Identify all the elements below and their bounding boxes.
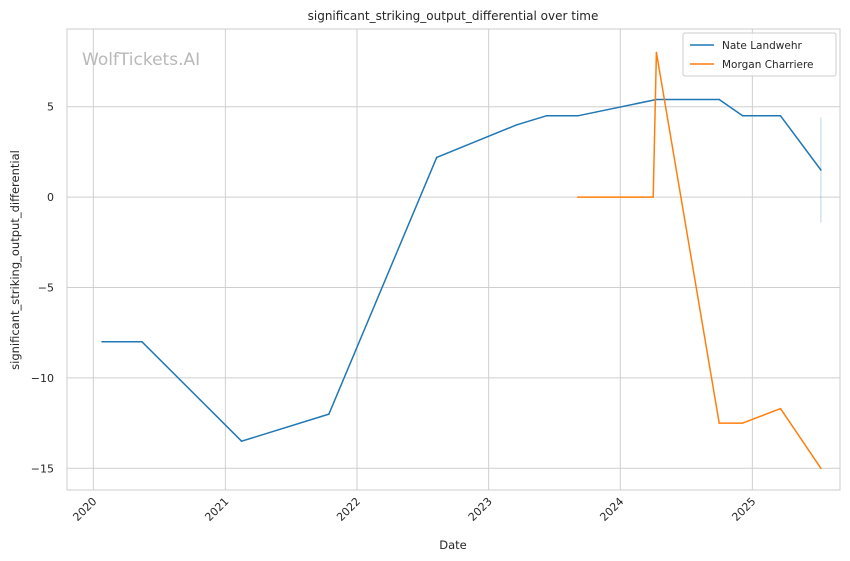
y-axis-ticks: 5 0 −5 −10 −15 <box>31 101 54 476</box>
data-point-morgan-charriere-2 <box>655 51 658 54</box>
x-tick-label-2021: 2021 <box>202 495 231 524</box>
data-point-nate-landwehr-10 <box>741 114 744 117</box>
x-tick-label-2024: 2024 <box>597 495 626 524</box>
y-tick-label-2: −5 <box>38 282 54 295</box>
x-tick-label-2022: 2022 <box>334 495 363 524</box>
chart-title: significant_striking_output_differential… <box>308 9 599 23</box>
data-point-nate-landwehr-3 <box>328 413 330 415</box>
x-axis-label: Date <box>439 538 467 552</box>
data-point-nate-landwehr-11 <box>779 114 782 117</box>
data-point-nate-landwehr-6 <box>545 114 548 117</box>
y-tick-label-3: −10 <box>31 372 54 385</box>
x-tick-label-2025: 2025 <box>729 495 758 524</box>
y-tick-label-1: 0 <box>47 191 54 204</box>
series-lines <box>101 51 822 470</box>
data-point-nate-landwehr-9 <box>718 98 720 101</box>
y-tick-label-0: 5 <box>47 101 54 114</box>
data-point-nate-landwehr-5 <box>516 124 518 126</box>
data-point-nate-landwehr-12 <box>820 169 822 171</box>
data-point-morgan-charriere-5 <box>779 407 782 410</box>
plot-frame <box>66 28 841 491</box>
legend-box <box>682 32 837 77</box>
x-tick-label-2020: 2020 <box>70 495 99 524</box>
data-point-morgan-charriere-0 <box>576 196 579 198</box>
data-point-nate-landwehr-4 <box>435 156 438 159</box>
y-tick-label-4: −15 <box>31 462 54 475</box>
data-point-morgan-charriere-4 <box>741 422 744 424</box>
data-point-morgan-charriere-6 <box>820 467 822 470</box>
data-point-nate-landwehr-2 <box>240 440 243 442</box>
watermark-text: WolfTickets.AI <box>82 50 200 70</box>
legend-label-nate-landwehr: Nate Landwehr <box>722 40 803 52</box>
series-line-morgan-charriere <box>577 51 822 469</box>
data-point-nate-landwehr-0 <box>101 340 103 343</box>
x-axis-ticks: 2020 2021 2022 2023 2024 2025 <box>70 495 758 524</box>
legend-label-morgan-charriere: Morgan Charriere <box>722 59 814 71</box>
data-point-morgan-charriere-1 <box>652 196 654 198</box>
grid-lines <box>67 29 840 490</box>
x-tick-label-2023: 2023 <box>466 495 495 524</box>
data-point-nate-landwehr-1 <box>141 340 143 343</box>
y-axis-label: significant_striking_output_differential <box>8 150 22 370</box>
plot-area: WolfTickets.AI <box>66 28 841 491</box>
data-point-morgan-charriere-3 <box>718 422 720 424</box>
legend: Nate Landwehr Morgan Charriere <box>682 32 837 77</box>
data-point-nate-landwehr-7 <box>576 114 579 117</box>
